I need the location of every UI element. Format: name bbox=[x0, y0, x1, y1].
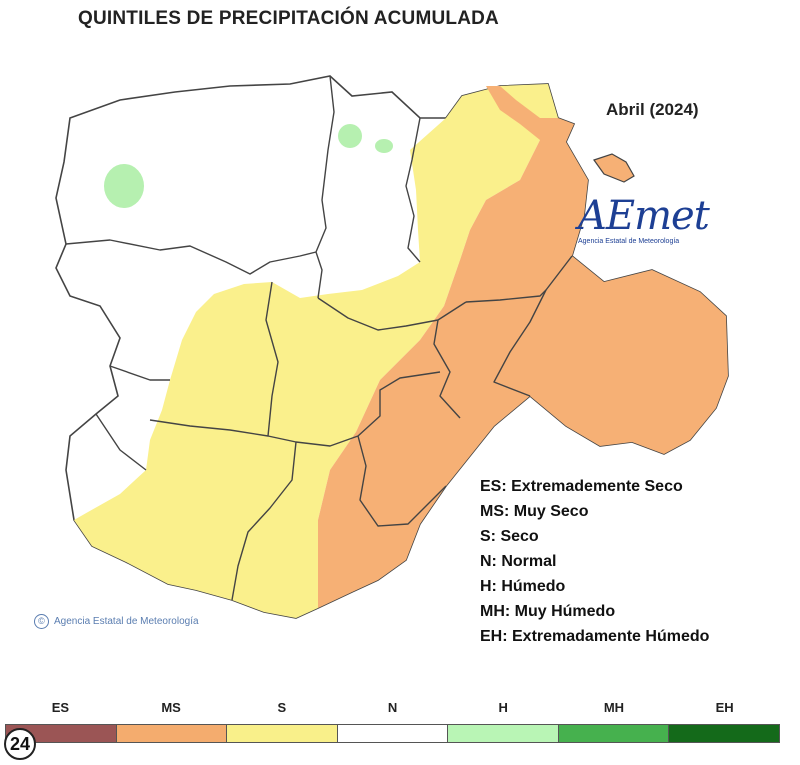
scale-label: ES bbox=[51, 700, 70, 715]
scale-swatch bbox=[116, 725, 228, 743]
province-border bbox=[465, 289, 547, 303]
copyright-icon: © bbox=[34, 614, 49, 629]
province-border bbox=[95, 413, 147, 471]
scale-swatch bbox=[337, 725, 449, 743]
scale-swatch bbox=[227, 725, 338, 743]
province-border bbox=[315, 75, 335, 299]
province-border bbox=[405, 117, 421, 263]
region-very-dry-islet bbox=[593, 153, 635, 183]
province-border bbox=[265, 281, 279, 437]
scale-labels: ES MS S N H MH EH bbox=[5, 700, 780, 718]
province-border bbox=[493, 255, 573, 397]
province-border bbox=[149, 371, 441, 447]
source-badge: 24 bbox=[4, 728, 36, 760]
legend-item: S: Seco bbox=[480, 528, 539, 545]
region-wet-patch bbox=[375, 139, 393, 153]
region-wet-patch bbox=[104, 164, 144, 208]
province-border bbox=[317, 297, 467, 331]
legend-item: N: Normal bbox=[480, 553, 557, 570]
legend-item: H: Húmedo bbox=[480, 578, 566, 595]
region-wet-patch bbox=[338, 124, 362, 148]
legend-item: MH: Muy Húmedo bbox=[480, 603, 616, 620]
province-border bbox=[65, 239, 317, 275]
province-border bbox=[433, 319, 461, 419]
legend-item: ES: Extremademente Seco bbox=[480, 478, 683, 495]
region-dry-yellow bbox=[74, 84, 558, 618]
province-border bbox=[231, 441, 297, 601]
scale-label: H bbox=[498, 700, 508, 715]
aemet-logo-subtitle: Agencia Estatal de Meteorología bbox=[578, 238, 680, 245]
region-very-dry-orange bbox=[318, 86, 728, 608]
legend-item: MS: Muy Seco bbox=[480, 503, 589, 520]
legend: ES: Extremademente Seco MS: Muy Seco S: … bbox=[480, 474, 709, 649]
period-label: Abril (2024) bbox=[606, 100, 699, 119]
legend-item: EH: Extremadamente Húmedo bbox=[480, 628, 710, 645]
province-border bbox=[109, 365, 170, 381]
aemet-logo: AEmet Agencia Estatal de Meteorología bbox=[578, 196, 718, 256]
credit-line: © Agencia Estatal de Meteorología bbox=[34, 614, 199, 629]
map-title: QUINTILES DE PRECIPITACIÓN ACUMULADA bbox=[78, 8, 499, 29]
scale-swatch bbox=[558, 725, 670, 743]
scale-label: MS bbox=[161, 700, 181, 715]
precipitation-map bbox=[55, 75, 729, 619]
scale-swatch bbox=[669, 725, 781, 743]
scale-label: N bbox=[387, 700, 398, 715]
scale-label: EH bbox=[715, 700, 734, 715]
scale-swatch bbox=[448, 725, 559, 743]
scale-label: S bbox=[277, 700, 287, 715]
aemet-logo-brand: AEmet bbox=[578, 193, 710, 239]
scale-label: MH bbox=[603, 700, 625, 715]
color-scale-bar bbox=[5, 724, 781, 743]
province-border bbox=[357, 435, 447, 527]
credit-text: Agencia Estatal de Meteorología bbox=[54, 616, 199, 627]
